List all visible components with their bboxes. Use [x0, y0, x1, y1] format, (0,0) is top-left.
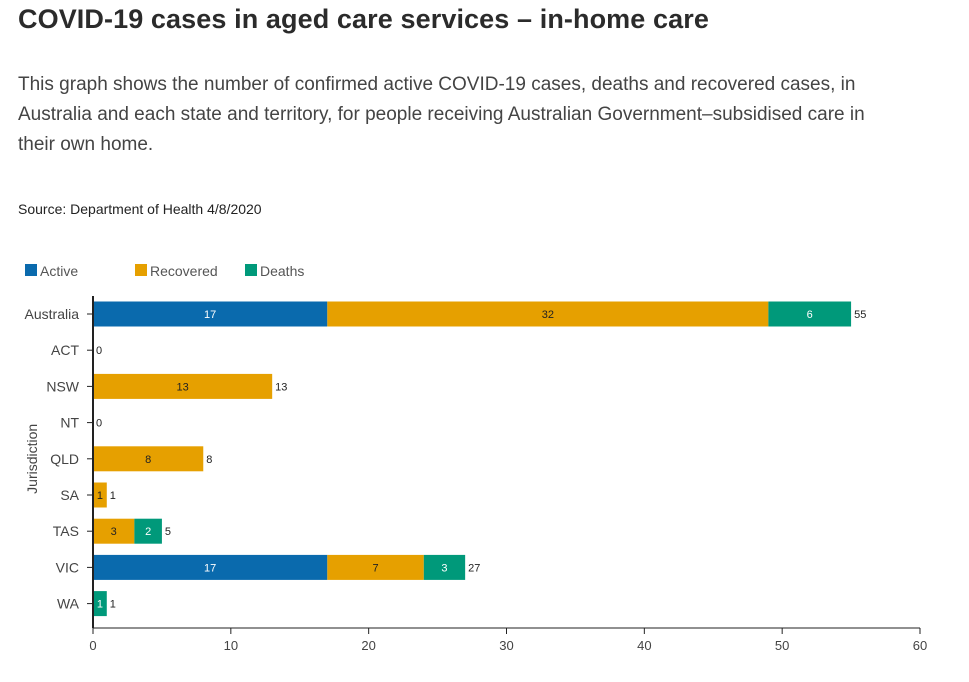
y-tick-label-vic: VIC: [56, 559, 79, 575]
legend-swatch-active: [25, 264, 37, 276]
total-label-sa: 1: [110, 490, 116, 502]
bar-tas-deaths: [134, 518, 162, 544]
bar-label-nsw-recovered: 13: [176, 381, 188, 393]
x-tick-label-0: 0: [89, 638, 96, 653]
total-label-qld: 8: [206, 454, 212, 466]
y-tick-label-australia: Australia: [25, 306, 80, 322]
page-title: COVID-19 cases in aged care services – i…: [18, 4, 709, 34]
total-label-nsw: 13: [275, 381, 287, 393]
chart-description: This graph shows the number of confirmed…: [18, 74, 865, 155]
y-tick-label-wa: WA: [57, 596, 80, 612]
y-tick-label-sa: SA: [60, 487, 79, 503]
y-tick-label-act: ACT: [51, 342, 79, 358]
y-tick-label-qld: QLD: [50, 451, 79, 467]
bar-label-sa-recovered: 1: [97, 490, 103, 502]
total-label-tas: 5: [165, 526, 171, 538]
legend-label-active: Active: [40, 263, 78, 279]
source-note: Source: Department of Health 4/8/2020: [18, 201, 262, 217]
bar-label-australia-active: 17: [204, 309, 216, 321]
legend-swatch-deaths: [245, 264, 257, 276]
bar-vic-active: [93, 554, 328, 580]
bar-label-qld-recovered: 8: [145, 454, 151, 466]
total-label-wa: 1: [110, 599, 116, 611]
x-tick-label-10: 10: [224, 638, 238, 653]
bar-qld-recovered: [93, 446, 204, 472]
bar-label-australia-deaths: 6: [807, 309, 813, 321]
y-tick-label-nsw: NSW: [46, 378, 79, 394]
bar-label-tas-deaths: 2: [145, 526, 151, 538]
bar-label-wa-deaths: 1: [97, 599, 103, 611]
legend-swatch-recovered: [135, 264, 147, 276]
x-tick-label-50: 50: [775, 638, 789, 653]
legend-label-deaths: Deaths: [260, 263, 304, 279]
x-tick-label-20: 20: [361, 638, 375, 653]
total-label-nt: 0: [96, 418, 102, 430]
y-tick-label-tas: TAS: [53, 523, 79, 539]
y-tick-label-nt: NT: [60, 415, 79, 431]
y-axis-title: Jurisdiction: [24, 424, 40, 494]
x-tick-label-30: 30: [499, 638, 513, 653]
bar-vic-recovered: [327, 554, 424, 580]
bar-australia-recovered: [327, 301, 769, 327]
bar-vic-deaths: [423, 554, 466, 580]
bar-australia-active: [93, 301, 328, 327]
bar-label-tas-recovered: 3: [111, 526, 117, 538]
bar-label-vic-recovered: 7: [372, 562, 378, 574]
bar-sa-recovered: [93, 482, 107, 508]
bar-wa-deaths: [93, 591, 107, 617]
x-tick-label-40: 40: [637, 638, 651, 653]
legend-label-recovered: Recovered: [150, 263, 218, 279]
x-tick-label-60: 60: [913, 638, 927, 653]
bar-label-vic-active: 17: [204, 562, 216, 574]
bar-label-vic-deaths: 3: [441, 562, 447, 574]
bar-nsw-recovered: [93, 373, 273, 399]
total-label-vic: 27: [468, 562, 480, 574]
total-label-australia: 55: [854, 309, 866, 321]
bar-tas-recovered: [93, 518, 135, 544]
bar-australia-deaths: [768, 301, 852, 327]
total-label-act: 0: [96, 345, 102, 357]
bar-label-australia-recovered: 32: [542, 309, 554, 321]
